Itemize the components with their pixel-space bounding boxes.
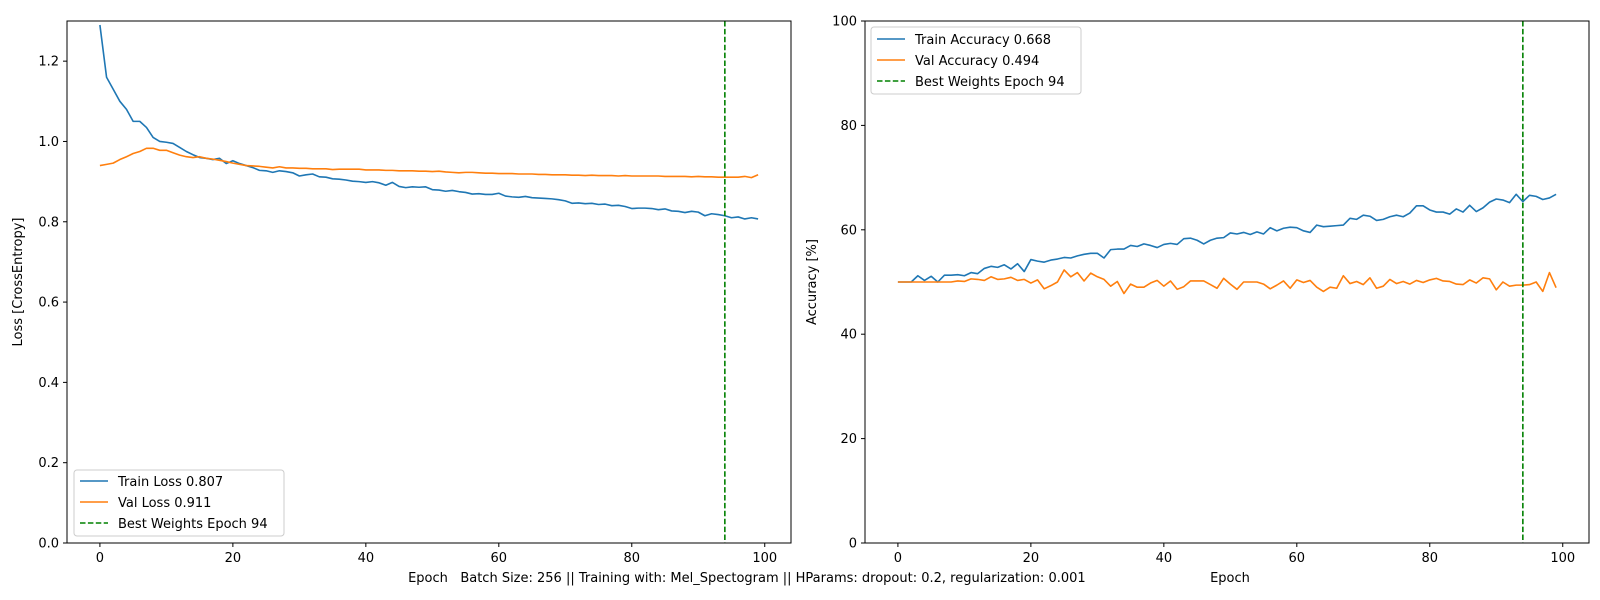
loss-legend-box — [73, 469, 285, 537]
accuracy-legend-best-label: Best Weights Epoch 94 — [915, 75, 1065, 90]
accuracy-x-axis-label: Epoch — [1210, 571, 1250, 586]
loss-chart-panel: 0 20 40 60 80 100 0.0 0.2 0.4 0.6 0.8 1.0 1.2 Loss [… — [11, 20, 792, 586]
accuracy-x-tick-label: 100 — [1550, 551, 1575, 566]
loss-legend-val-label: Val Loss 0.911 — [118, 496, 211, 511]
accuracy-x-tick-label: 80 — [1421, 551, 1438, 566]
loss-legend-best-label: Best Weights Epoch 94 — [118, 517, 268, 532]
loss-legend-train-label: Train Loss 0.807 — [117, 475, 223, 490]
accuracy-y-tick-label: 20 — [840, 432, 857, 447]
accuracy-y-tick-label: 40 — [840, 328, 857, 343]
loss-y-tick-label: 0.8 — [38, 215, 59, 230]
loss-y-axis-label: Loss [CrossEntropy] — [11, 218, 26, 347]
accuracy-legend: Train Accuracy 0.668 Val Accuracy 0.494 … — [870, 26, 1082, 95]
accuracy-series-line-train — [897, 193, 1557, 283]
loss-plot-lines — [99, 21, 759, 543]
loss-x-tick-label: 60 — [491, 551, 508, 566]
loss-y-tick-label: 1.0 — [38, 135, 59, 150]
accuracy-y-tick-label: 80 — [840, 119, 857, 134]
loss-y-tick-label: 1.2 — [38, 55, 59, 70]
loss-x-tick-label: 80 — [623, 551, 640, 566]
loss-y-tick-label: 0.2 — [38, 456, 59, 471]
accuracy-y-axis-label: Accuracy [%] — [805, 239, 820, 325]
loss-x-tick-label: 0 — [96, 551, 104, 566]
accuracy-legend-val-label: Val Accuracy 0.494 — [915, 54, 1039, 69]
accuracy-legend-box — [870, 26, 1082, 95]
loss-y-tick-label: 0.4 — [38, 376, 59, 391]
loss-legend: Train Loss 0.807 Val Loss 0.911 Best Wei… — [73, 469, 285, 537]
loss-series-line-val — [99, 147, 759, 179]
accuracy-x-tick-label: 20 — [1023, 551, 1040, 566]
accuracy-axes-frame — [864, 20, 1590, 544]
accuracy-x-tick-label: 60 — [1289, 551, 1306, 566]
loss-x-tick-label: 40 — [358, 551, 375, 566]
accuracy-y-tick-label: 100 — [832, 15, 857, 30]
accuracy-series-line-val — [897, 269, 1557, 295]
loss-x-tick-label: 100 — [752, 551, 777, 566]
accuracy-y-tick-label: 60 — [840, 223, 857, 238]
accuracy-x-tick-label: 40 — [1156, 551, 1173, 566]
loss-axes-frame — [66, 20, 792, 544]
accuracy-x-tick-label: 0 — [894, 551, 902, 566]
loss-y-tick-label: 0.0 — [38, 537, 59, 552]
loss-x-tick-label: 20 — [225, 551, 242, 566]
accuracy-plot-lines — [897, 21, 1557, 543]
loss-axis-ticks: 0 20 40 60 80 100 0.0 0.2 0.4 0.6 0.8 1.0 1.2 — [38, 55, 777, 566]
accuracy-legend-train-label: Train Accuracy 0.668 — [914, 33, 1051, 48]
accuracy-axis-ticks: 0 20 40 60 80 100 0 20 40 60 80 100 — [832, 15, 1575, 567]
loss-y-tick-label: 0.6 — [38, 296, 59, 311]
loss-x-axis-label: Epoch — [408, 571, 448, 586]
figure-caption: Batch Size: 256 || Training with: Mel_Sp… — [460, 571, 1085, 586]
accuracy-chart-panel: 0 20 40 60 80 100 0 20 40 60 80 100 Accuracy [%] Ep… — [805, 15, 1590, 586]
accuracy-y-tick-label: 0 — [849, 537, 857, 552]
